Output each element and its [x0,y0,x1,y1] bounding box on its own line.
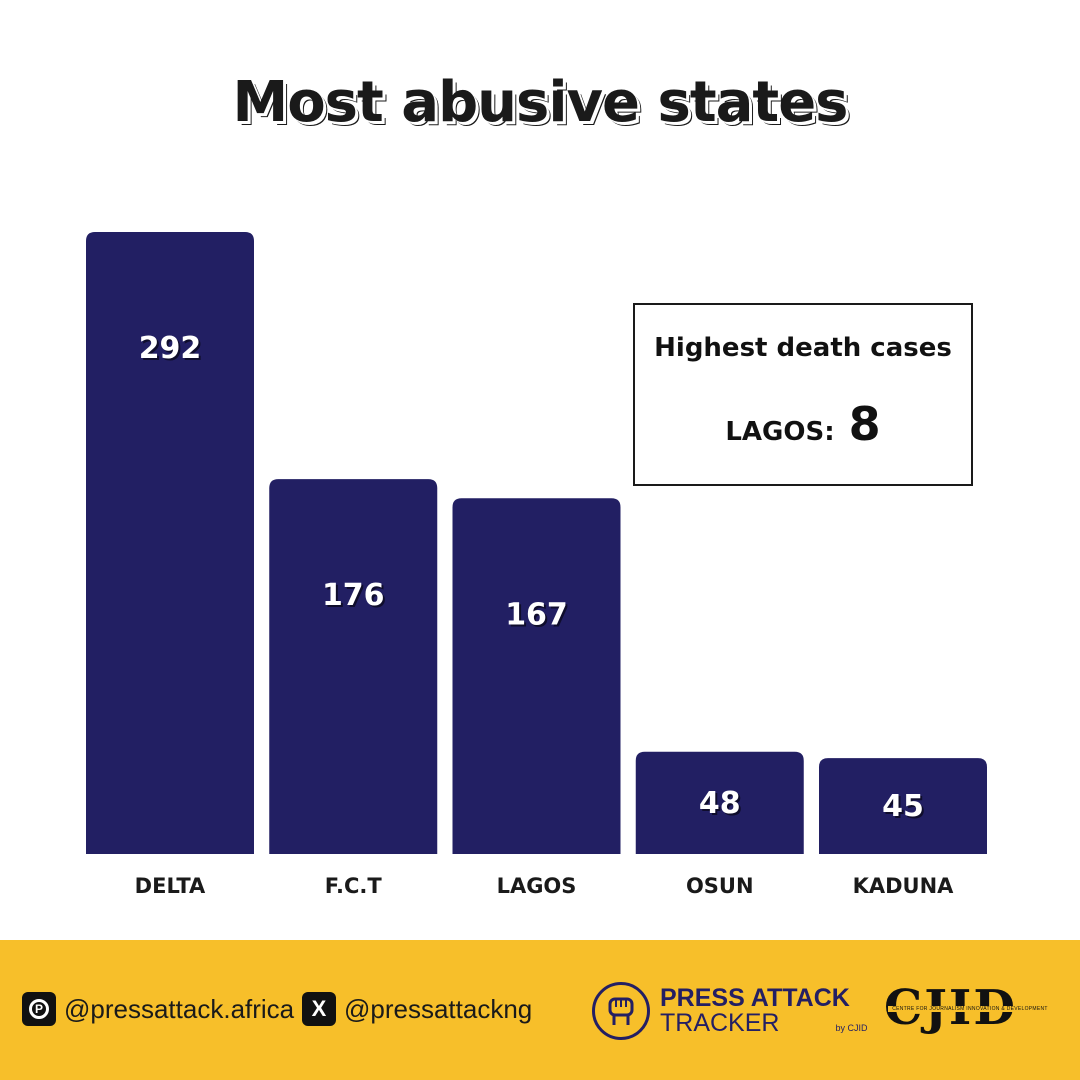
bar-value-shadow: 167 [507,599,570,634]
category-label: F.C.T [325,874,383,898]
chart-title: Most abusive states [232,70,848,135]
cjid-logo: CJID CENTRE FOR JOURNALISM INNOVATION & … [884,984,1056,1042]
pinterest-link[interactable]: P @pressattack.africa [22,992,294,1026]
cjid-name: CENTRE FOR JOURNALISM INNOVATION & DEVEL… [888,1006,1052,1012]
callout-value: 8 [848,397,881,451]
death-cases-callout: Highest death cases LAGOS: 8 [633,303,973,486]
category-label: LAGOS [497,874,577,898]
tracker-name: PRESS ATTACK [660,984,850,1012]
tracker-by: by CJID [835,1023,868,1033]
bar-value-label: 48 [699,786,741,821]
bar-value-label: 45 [882,789,924,824]
category-label: KADUNA [853,874,955,898]
bar-lagos [452,498,621,854]
bar-value-shadow: 176 [324,580,387,615]
callout-title: Highest death cases [654,333,952,363]
fist-icon [592,982,650,1040]
callout-state: LAGOS: [725,417,835,447]
x-handle: @pressattackng [344,993,533,1024]
bar-chart: 292292DELTA176176F.C.T167167LAGOS4848OSU… [86,232,987,898]
bar-osun [635,751,804,854]
pinterest-handle: @pressattack.africa [64,993,295,1024]
category-label: OSUN [686,874,754,898]
x-icon: X [302,992,336,1026]
pinterest-icon: P [22,992,56,1026]
bar-value-label: 292 [139,331,202,366]
bar-value-label: 176 [322,578,385,613]
bar-value-shadow: 292 [141,333,204,368]
footer: P @pressattack.africa X @pressattackng P… [0,940,1080,1080]
callout-row: LAGOS: 8 [635,397,971,451]
bar-kaduna [819,758,987,854]
bar-value-label: 167 [505,597,568,632]
press-attack-tracker-logo: PRESS ATTACK TRACKER by CJID [592,982,867,1040]
x-link[interactable]: X @pressattackng [302,992,532,1026]
bar-delta [86,232,254,854]
bar-f-c-t [269,479,438,854]
category-label: DELTA [135,874,206,898]
bar-value-shadow: 48 [701,788,743,823]
bar-value-shadow: 45 [884,791,926,826]
tracker-subtitle: TRACKER [660,1009,780,1037]
